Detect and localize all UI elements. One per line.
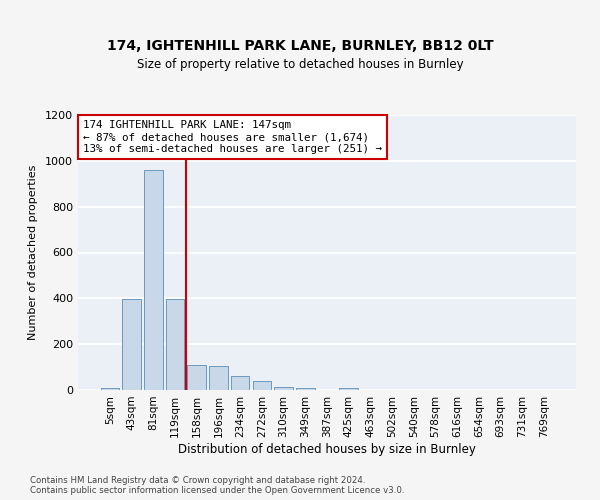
Text: 174 IGHTENHILL PARK LANE: 147sqm
← 87% of detached houses are smaller (1,674)
13: 174 IGHTENHILL PARK LANE: 147sqm ← 87% o… [83,120,382,154]
Text: Size of property relative to detached houses in Burnley: Size of property relative to detached ho… [137,58,463,71]
Bar [231,376,250,390]
Bar [209,366,227,390]
Bar [340,388,358,390]
Bar [144,170,163,390]
Bar [187,365,206,390]
Bar [296,388,314,390]
Bar [253,381,271,390]
Text: 174, IGHTENHILL PARK LANE, BURNLEY, BB12 0LT: 174, IGHTENHILL PARK LANE, BURNLEY, BB12… [107,38,493,52]
Bar [274,386,293,390]
Text: Contains HM Land Registry data © Crown copyright and database right 2024.
Contai: Contains HM Land Registry data © Crown c… [30,476,404,495]
Bar [166,300,184,390]
Text: Distribution of detached houses by size in Burnley: Distribution of detached houses by size … [178,442,476,456]
Bar [122,300,141,390]
Bar [101,388,119,390]
Y-axis label: Number of detached properties: Number of detached properties [28,165,38,340]
